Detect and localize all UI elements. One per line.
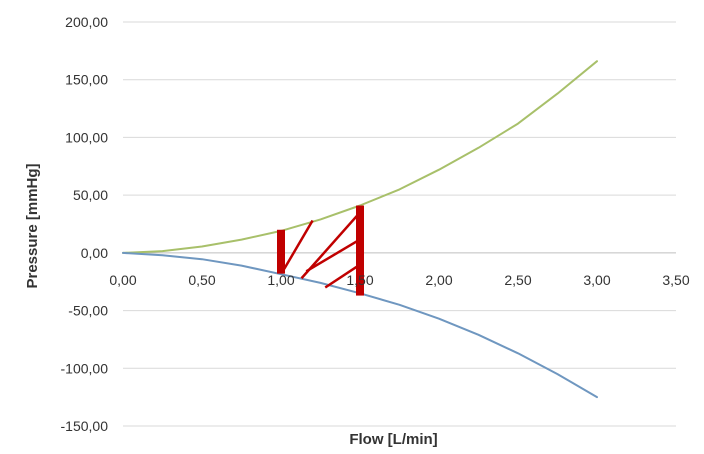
- y-tick-label: 50,00: [73, 187, 108, 203]
- y-axis-ticks: 200,00 150,00 100,00 50,00 0,00 -50,00 -100,00…: [61, 14, 109, 434]
- y-tick-label: 0,00: [81, 245, 108, 261]
- x-tick-label: 2,00: [425, 272, 452, 288]
- x-tick-label: 2,50: [504, 272, 531, 288]
- x-tick-label: 1,00: [267, 272, 294, 288]
- upper-pressure-curve: [122, 60, 598, 254]
- x-tick-label: 3,50: [662, 272, 689, 288]
- x-axis-ticks: 0,00 0,50 1,00 1,50 2,00 2,50 3,00 3,50: [109, 272, 689, 288]
- hatch-line: [283, 219, 314, 270]
- hatched-region-annotation: [277, 205, 364, 296]
- region-right-bar: [356, 205, 364, 296]
- y-tick-label: -150,00: [61, 418, 109, 434]
- hatch-line: [305, 240, 358, 273]
- hatch-line: [324, 265, 358, 289]
- region-left-bar: [277, 229, 285, 274]
- x-tick-label: 0,00: [109, 272, 136, 288]
- y-tick-label: 150,00: [65, 72, 108, 88]
- y-tick-label: -100,00: [61, 360, 109, 376]
- x-tick-label: 3,00: [583, 272, 610, 288]
- y-tick-label: 100,00: [65, 129, 108, 145]
- grid-lines: [123, 21, 676, 427]
- x-tick-label: 1,50: [346, 272, 373, 288]
- x-tick-label: 0,50: [188, 272, 215, 288]
- y-tick-label: 200,00: [65, 14, 108, 30]
- y-axis-title: Pressure [mmHg]: [24, 163, 41, 288]
- y-tick-label: -50,00: [68, 303, 108, 319]
- x-axis-title: Flow [L/min]: [349, 431, 437, 448]
